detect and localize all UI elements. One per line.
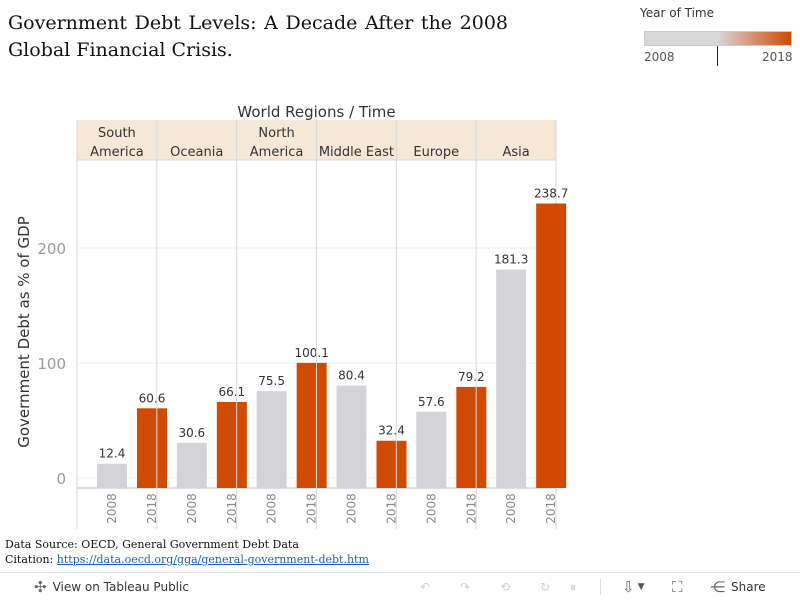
x-tick-label: 2008 — [105, 493, 119, 524]
source-note: Data Source: OECD, General Government De… — [5, 537, 369, 567]
bar-2018 — [456, 386, 487, 488]
x-tick-label: 2008 — [345, 493, 359, 524]
x-tick-label: 2018 — [464, 493, 478, 524]
data-source-text: Data Source: OECD, General Government De… — [5, 538, 299, 551]
region-label: America — [250, 145, 304, 160]
tableau-toolbar: ✣ View on Tableau Public ↶ ↷ ⟲ ↻ ⏸ ⇩ ▼ ⛶… — [0, 572, 800, 601]
legend-max-label: 2018 — [762, 50, 793, 64]
column-header: World Regions / Time — [237, 103, 395, 121]
x-tick-label: 2018 — [544, 493, 558, 524]
fullscreen-icon: ⛶ — [672, 578, 683, 596]
undo-icon: ↶ — [420, 580, 431, 594]
view-on-tableau-public[interactable]: ✣ View on Tableau Public — [34, 573, 189, 601]
bar-value-label: 75.5 — [258, 374, 285, 388]
bar-value-label: 12.4 — [99, 447, 126, 461]
share-label: Share — [731, 580, 766, 594]
bar-2008 — [97, 463, 127, 488]
redo-button[interactable]: ↷ — [460, 573, 470, 601]
x-tick-label: 2008 — [504, 493, 518, 524]
revert-icon: ⟲ — [500, 580, 511, 594]
y-tick-label: 100 — [37, 355, 66, 373]
fullscreen-button[interactable]: ⛶ — [672, 573, 683, 601]
bar-2008 — [416, 411, 447, 488]
download-icon: ⇩ — [622, 578, 635, 596]
view-on-tableau-label: View on Tableau Public — [52, 580, 189, 594]
y-tick-label: 0 — [56, 470, 66, 488]
bar-value-label: 66.1 — [218, 385, 245, 399]
y-axis-label: Government Debt as % of GDP — [15, 216, 33, 448]
x-tick-label: 2018 — [145, 493, 159, 524]
refresh-button[interactable]: ↻ — [540, 573, 550, 601]
y-tick-label: 200 — [37, 240, 66, 258]
pause-button[interactable]: ⏸ — [570, 573, 576, 601]
citation-link[interactable]: https://data.oecd.org/gga/general-govern… — [56, 553, 369, 566]
x-tick-label: 2008 — [424, 493, 438, 524]
x-tick-label: 2018 — [305, 493, 319, 524]
bar-2008 — [496, 269, 527, 488]
bar-2018 — [137, 408, 167, 488]
bar-value-label: 79.2 — [458, 370, 485, 384]
legend-marker — [717, 46, 718, 66]
chart-title: Government Debt Levels: A Decade After t… — [8, 12, 508, 61]
dropdown-caret-icon: ▼ — [637, 582, 645, 592]
share-button[interactable]: ⋲ Share — [710, 573, 766, 601]
legend-gradient — [644, 31, 792, 46]
region-label: Oceania — [170, 145, 223, 160]
bar-2008 — [336, 385, 367, 488]
color-legend[interactable]: Year of Time 2008 2018 — [640, 4, 795, 66]
download-button[interactable]: ⇩ ▼ — [622, 573, 645, 601]
bar-2008 — [256, 391, 287, 488]
bar-value-label: 32.4 — [378, 424, 405, 438]
region-label: Asia — [502, 145, 529, 160]
share-icon: ⋲ — [710, 578, 725, 596]
bar-value-label: 60.6 — [139, 391, 166, 405]
region-label: South — [98, 126, 136, 141]
x-tick-label: 2018 — [225, 493, 239, 524]
bar-2018 — [376, 440, 407, 488]
bar-value-label: 238.7 — [534, 186, 568, 200]
legend-title: Year of Time — [640, 6, 714, 20]
x-tick-label: 2008 — [185, 493, 199, 524]
bar-2018 — [536, 203, 567, 488]
bar-value-label: 57.6 — [418, 395, 445, 409]
bar-value-label: 181.3 — [494, 253, 528, 267]
revert-button[interactable]: ⟲ — [500, 573, 510, 601]
bar-value-label: 100.1 — [294, 346, 328, 360]
bar-2008 — [176, 442, 207, 488]
tableau-logo-icon: ✣ — [34, 578, 47, 596]
legend-min-label: 2008 — [644, 50, 675, 64]
x-tick-label: 2008 — [265, 493, 279, 524]
redo-icon: ↷ — [460, 580, 471, 594]
citation-label: Citation: — [5, 553, 54, 566]
region-label: Middle East — [319, 145, 394, 160]
x-tick-label: 2018 — [385, 493, 399, 524]
citation-line: Citation: https://data.oecd.org/gga/gene… — [5, 552, 369, 567]
region-label: North — [258, 126, 294, 141]
bar-value-label: 30.6 — [178, 426, 205, 440]
toolbar-divider — [600, 579, 601, 595]
undo-button[interactable]: ↶ — [420, 573, 430, 601]
bar-2018 — [216, 401, 247, 488]
bar-2018 — [296, 362, 327, 488]
bar-value-label: 80.4 — [338, 369, 365, 383]
pause-icon: ⏸ — [570, 579, 577, 594]
region-label: America — [90, 145, 144, 160]
refresh-icon: ↻ — [540, 580, 551, 594]
region-label: Europe — [413, 145, 459, 160]
